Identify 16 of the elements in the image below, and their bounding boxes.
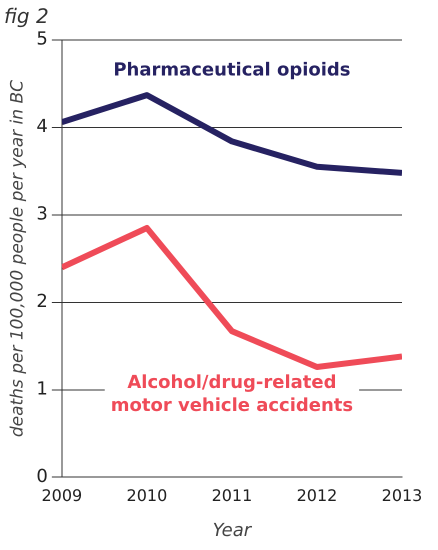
series-label: Alcohol/drug-related motor vehicle accidents [110, 372, 354, 416]
x-tick-label: 2009 [41, 486, 82, 505]
x-tick-label: 2012 [296, 486, 338, 505]
y-tick-label: 3 [36, 204, 48, 225]
y-tick-label: 0 [36, 466, 48, 487]
chart-title: fig 2 [4, 4, 49, 28]
y-tick-label: 4 [36, 116, 48, 138]
x-tick-label: 2010 [126, 486, 168, 505]
y-tick-label: 2 [36, 290, 48, 312]
x-tick-label: 2011 [212, 486, 252, 505]
x-tick-label: 2013 [382, 486, 422, 505]
y-tick-label: 1 [36, 378, 48, 400]
series-label: Pharmaceutical opioids [113, 59, 351, 80]
y-tick-label: 5 [36, 28, 48, 50]
x-axis-title: Year [212, 520, 253, 541]
y-axis-title: deaths per 100,000 people per year in BC [8, 80, 28, 438]
